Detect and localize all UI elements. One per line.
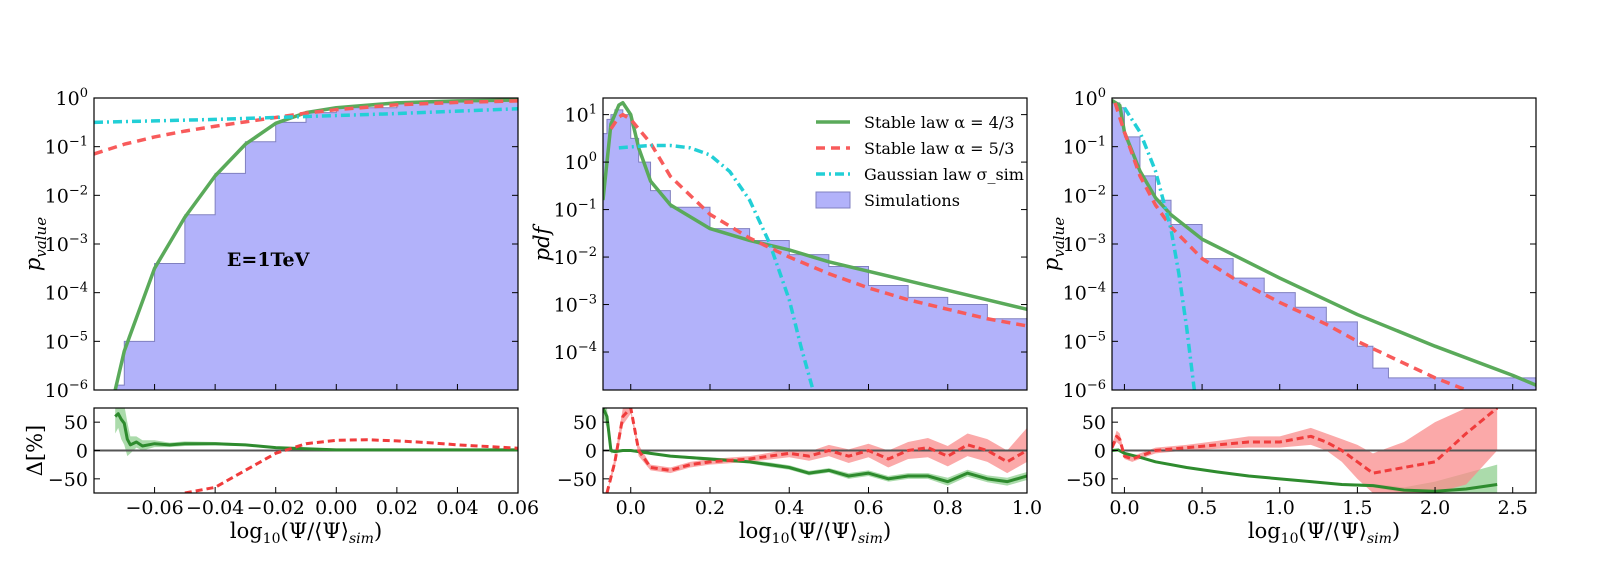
y-tick-label: 10−4 (1063, 281, 1106, 305)
y-tick-label: 100 (565, 150, 597, 174)
panel-right-top: 10−610−510−410−310−210−1100pvalue500−500… (1039, 86, 1537, 547)
y-ticks-top: 10−6 10−5 10−4 10−3 10−2 10−1 100 (45, 86, 518, 402)
residual-stable43 (1112, 448, 1498, 493)
y-tick-label: 10−2 (45, 183, 88, 207)
x-tick-label: 0.0 (616, 497, 646, 519)
legend-label: Gaussian law σ_sim (864, 165, 1024, 184)
legend-swatch-simulations (815, 191, 851, 209)
y-tick-label: −50 (1066, 469, 1106, 491)
y-axis-label: pvalue (21, 217, 50, 271)
x-tick-label: 0.4 (774, 497, 804, 519)
y-tick-label: 10−4 (45, 281, 88, 305)
y-tick-label: 10−2 (554, 245, 597, 269)
y-tick-label: −50 (48, 469, 88, 491)
residual-stable53 (184, 438, 518, 493)
x-tick-label: 0.04 (436, 497, 478, 519)
residual-area (1112, 408, 1536, 493)
y-tick-label: 10−1 (1063, 135, 1106, 159)
x-tick-label: 0.8 (933, 497, 963, 519)
residual-stable43 (603, 408, 1027, 484)
x-tick-label: 0.02 (376, 497, 418, 519)
y-tick-label: 10−6 (1063, 378, 1106, 402)
x-tick-label: −0.06 (125, 497, 183, 519)
residual-stable53 (1112, 408, 1499, 475)
x-tick-label: −0.04 (186, 497, 244, 519)
y-tick-label: 101 (565, 103, 597, 127)
legend-label: Simulations (864, 191, 960, 210)
y-tick-label: 100 (56, 86, 88, 110)
y-axis-label: pdf (530, 223, 554, 261)
x-tick-label: 0.6 (853, 497, 883, 519)
y-tick-label: 10−5 (1063, 329, 1106, 353)
line-stable53 (1113, 102, 1467, 390)
y-tick-label: −50 (557, 469, 597, 491)
histogram-simulations (1112, 102, 1536, 390)
legend-label: Stable law α = 4/3 (864, 113, 1014, 132)
x-tick-label: 1.0 (1265, 497, 1295, 519)
plot-area (603, 100, 1027, 390)
y-tick-label: 50 (573, 412, 597, 434)
legend-label: Stable law α = 5/3 (864, 139, 1014, 158)
x-axis-label: log10(Ψ/⟨Ψ⟩sim) (1248, 519, 1400, 547)
x-tick-label: 0.5 (1187, 497, 1217, 519)
y-tick-label: 10−2 (1063, 183, 1106, 207)
x-tick-label: 0.0 (1109, 497, 1139, 519)
plot-area (94, 98, 518, 390)
y-axis-label: pvalue (1039, 217, 1068, 271)
line-stable43 (113, 98, 518, 390)
line-stable53 (609, 112, 1027, 328)
y-tick-label: 10−1 (554, 198, 597, 222)
y-tick-label: 10−1 (45, 135, 88, 159)
residual-stable43 (114, 412, 518, 452)
y-tick-label: 10−3 (554, 293, 597, 317)
frame-top (602, 97, 1028, 391)
x-tick-label: 1.0 (1012, 497, 1042, 519)
panel-left-top: 10−6 10−5 10−4 10−3 10−2 10−1 100 pvalue E=1TeV 5… (21, 86, 539, 547)
legend: Stable law α = 4/3 Stable law α = 5/3 Gaus… (815, 113, 1024, 210)
y-tick-label: 50 (64, 412, 88, 434)
panel-middle-top: 10−4 10−3 10−2 10−1 100 101 pdf 50 0 −50 0.0 0.2 0.4… (530, 97, 1042, 547)
residual-y-label: Δ[%] (23, 425, 47, 477)
residual-area (603, 408, 1027, 493)
y-tick-label: 0 (585, 441, 597, 463)
y-tick-label: 0 (1094, 441, 1106, 463)
y-tick-label: 10−5 (45, 329, 88, 353)
y-tick-label: 10−3 (1063, 232, 1106, 256)
x-tick-label: 2.5 (1498, 497, 1528, 519)
x-axis-label: log10(Ψ/⟨Ψ⟩sim) (230, 519, 382, 547)
y-tick-label: 10−3 (45, 232, 88, 256)
line-stable43 (603, 100, 1027, 311)
y-tick-label: 100 (1074, 86, 1106, 110)
line-gaussian (618, 143, 815, 390)
x-tick-label: 0.06 (497, 497, 539, 519)
band-stable53 (1112, 408, 1498, 493)
x-tick-label: 1.5 (1342, 497, 1372, 519)
residual-stable53 (605, 408, 1027, 493)
line-gaussian (94, 106, 518, 125)
y-tick-label: 10−6 (45, 378, 88, 402)
line-gaussian (1122, 106, 1197, 390)
x-tick-label: 0.2 (695, 497, 725, 519)
y-ticks-top: 10−6 10−5 10−4 10−3 10−2 10−1 100 (1063, 86, 1536, 402)
x-tick-label: −0.02 (247, 497, 305, 519)
plot-area (1112, 98, 1536, 390)
y-ticks-top: 10−4 10−3 10−2 10−1 100 101 (554, 103, 1027, 364)
histogram-simulations (114, 99, 518, 390)
line-stable43 (1112, 98, 1536, 387)
x-axis-label: log10(Ψ/⟨Ψ⟩sim) (739, 519, 891, 547)
y-tick-label: 50 (1082, 412, 1106, 434)
x-tick-label: 0.00 (315, 497, 357, 519)
annotation-energy: E=1TeV (227, 249, 311, 271)
residual-area (94, 408, 518, 493)
y-tick-label: 0 (76, 441, 88, 463)
y-tick-label: 10−4 (554, 340, 597, 364)
x-tick-label: 2.0 (1420, 497, 1450, 519)
